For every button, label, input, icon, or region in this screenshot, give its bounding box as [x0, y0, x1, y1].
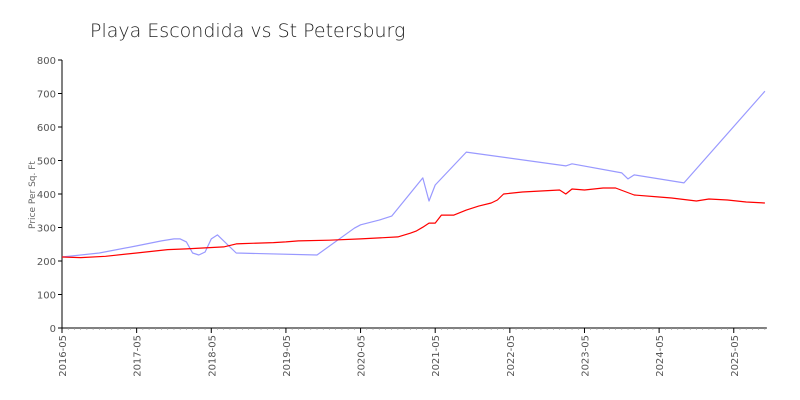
x-tick-label: 2016-05 — [58, 335, 69, 377]
y-axis-label: Price Per Sq. Ft — [28, 161, 38, 229]
x-tick-label: 2025-05 — [730, 335, 741, 377]
x-tick-label: 2020-05 — [357, 335, 368, 377]
chart-title: Playa Escondida vs St Petersburg — [90, 20, 405, 42]
y-tick-label: 400 — [37, 190, 56, 201]
y-tick-label: 200 — [37, 257, 56, 268]
x-tick-label: 2023-05 — [580, 335, 591, 377]
series-line-1 — [61, 90, 766, 258]
y-tick-label: 300 — [37, 224, 56, 235]
series-lines — [61, 90, 766, 259]
y-tick-label: 600 — [37, 123, 56, 134]
axes: 0 100 200 300 400 500 600 700 800 2016-05 2017-05 2… — [37, 56, 767, 377]
x-tick-label: 2018-05 — [207, 335, 218, 377]
x-tick-label: 2017-05 — [133, 335, 144, 377]
y-tick-label: 500 — [37, 157, 56, 168]
y-tick-label: 800 — [37, 56, 56, 67]
y-tick-label: 0 — [50, 324, 56, 335]
series-line-2 — [61, 187, 765, 259]
x-tick-label: 2021-05 — [431, 335, 442, 377]
x-tick-label: 2019-05 — [282, 335, 293, 377]
x-tick-label: 2022-05 — [506, 335, 517, 377]
y-tick-label: 700 — [37, 90, 56, 101]
x-tick-label: 2024-05 — [655, 335, 666, 377]
y-tick-label: 100 — [37, 291, 56, 302]
